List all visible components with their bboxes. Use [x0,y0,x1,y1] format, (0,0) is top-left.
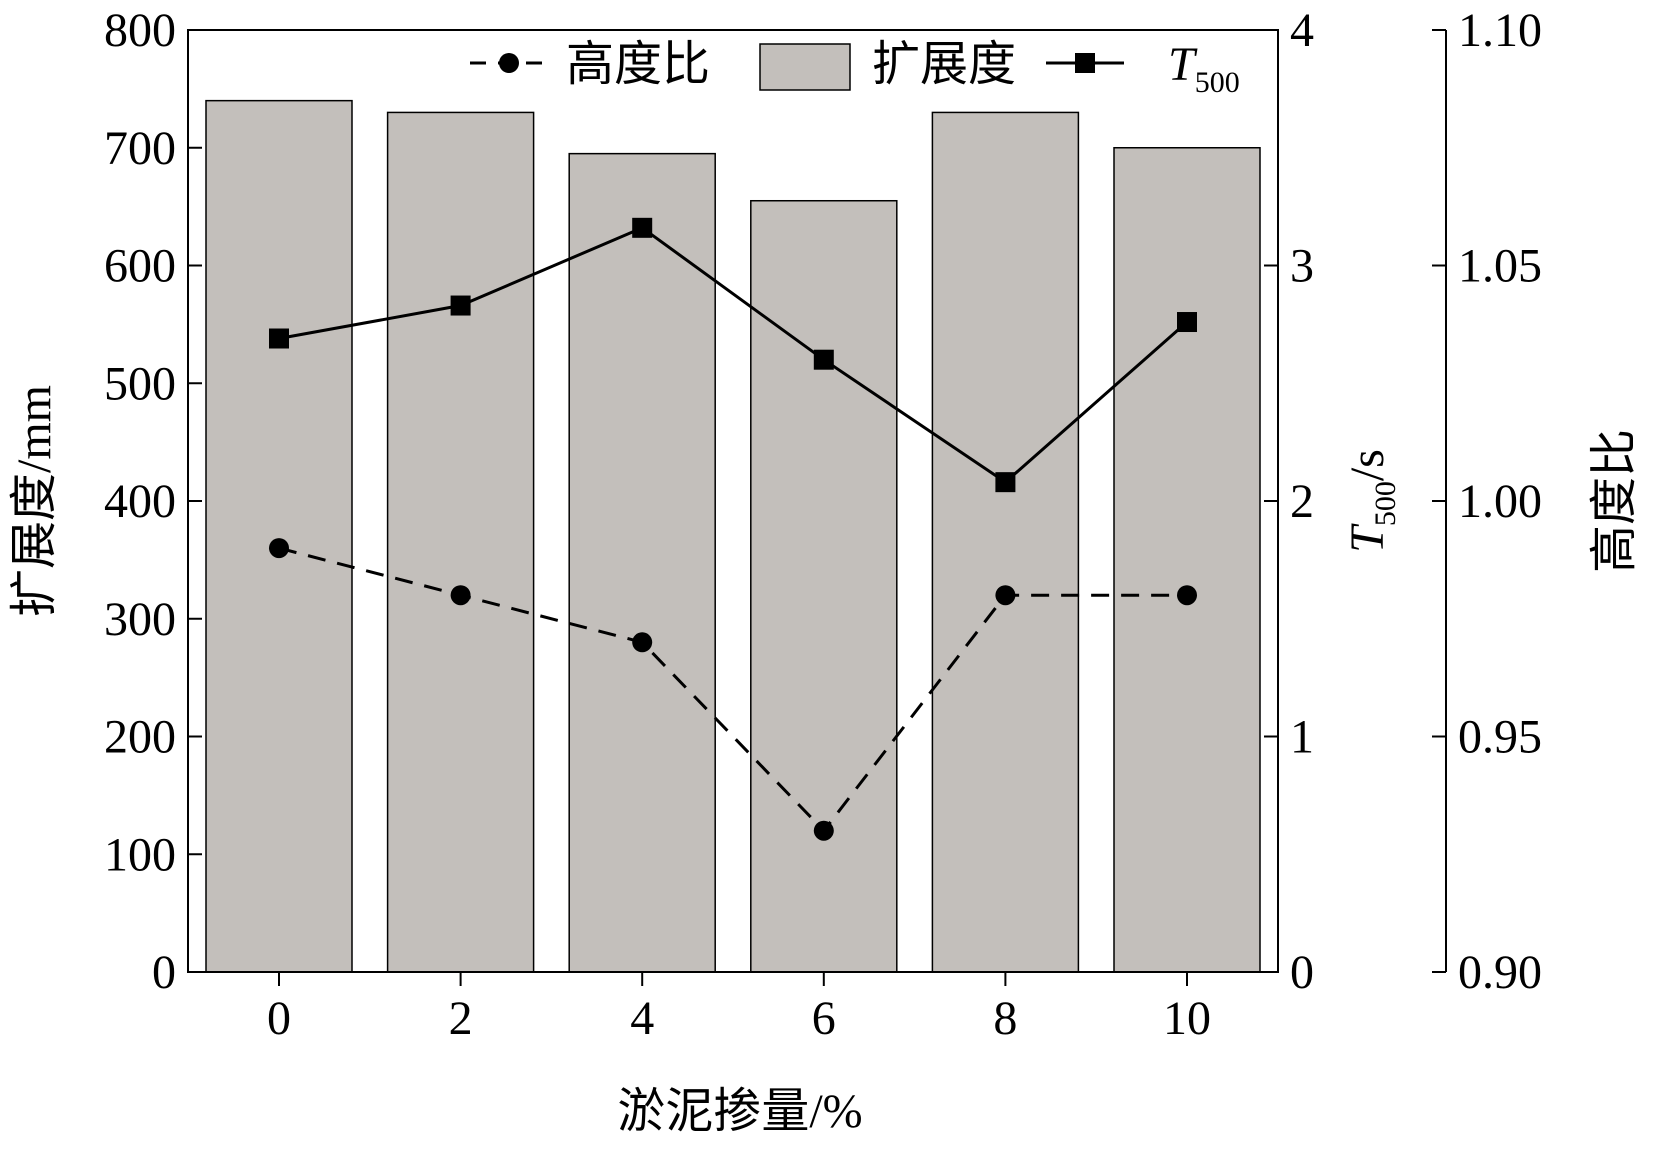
legend: 高度比 扩展度 T500 [470,38,1240,99]
bar-spread-4 [568,152,716,973]
right-axis-2-label: 高度比 [1588,429,1641,573]
right-axis-1-label-sub: 500 [1369,481,1402,526]
t500-point-2 [450,295,471,316]
x-axis-label: 淤泥掺量/% [617,1085,862,1138]
bar-spread-6 [750,199,898,973]
x-tick-label-4: 4 [630,992,654,1045]
left-axis-label: 扩展度/mm [8,385,61,617]
right-axis-1-label-unit: /s [1341,449,1394,481]
right2-tick-label-0.95: 0.95 [1458,711,1542,764]
legend-t500-label: T500 [1168,38,1240,99]
right2-tick-label-1.00: 1.00 [1458,475,1542,528]
x-tick-label-6: 6 [812,992,836,1045]
left-tick-label-0: 0 [152,946,176,999]
legend-t500-label-main: T [1168,38,1198,91]
right1-tick-label-4: 4 [1290,4,1314,57]
left-tick-label-800: 800 [104,4,176,57]
right2-tick-label-0.90: 0.90 [1458,946,1542,999]
height-ratio-point-0 [269,538,289,559]
bar-spread-8 [931,111,1080,973]
t500-point-8 [995,472,1016,493]
lines-layer [269,217,1197,841]
ticks-layer: 0100200300400500600700800012340.900.951.… [104,4,1542,1045]
left-tick-label-300: 300 [104,593,176,646]
left-tick-label-700: 700 [104,122,176,175]
t500-point-10 [1177,312,1197,333]
height-ratio-point-4 [632,632,653,653]
x-tick-label-8: 8 [993,992,1017,1045]
right1-tick-label-0: 0 [1290,946,1314,999]
legend-t500-marker [1075,53,1095,73]
legend-t500-label-sub: 500 [1195,66,1240,99]
height-ratio-point-10 [1177,585,1197,606]
height-ratio-point-6 [813,820,834,841]
right-axis-1-label-main: T [1341,523,1394,553]
right1-tick-label-2: 2 [1290,475,1314,528]
t500-point-6 [813,349,834,370]
right-axis-1-label: T500/s [1341,449,1402,553]
bars-layer [205,99,1261,973]
left-tick-label-400: 400 [104,475,176,528]
height-ratio-line [278,546,1187,833]
x-tick-label-10: 10 [1163,992,1211,1045]
bar-spread-2 [386,111,535,973]
x-tick-label-0: 0 [267,992,291,1045]
right1-tick-label-1: 1 [1290,711,1314,764]
left-tick-label-200: 200 [104,711,176,764]
left-tick-label-500: 500 [104,357,176,410]
height-ratio-point-8 [995,585,1016,606]
legend-spread-swatch [759,43,851,91]
legend-spread-label: 扩展度 [872,38,1016,91]
right2-tick-label-1.10: 1.10 [1458,4,1542,57]
left-tick-label-100: 100 [104,828,176,881]
bar-spread-0 [205,99,353,973]
height-ratio-point-2 [450,585,471,606]
right1-tick-label-3: 3 [1290,240,1314,293]
t500-line [278,226,1188,485]
t500-point-0 [269,328,289,349]
bar-spread-10 [1113,147,1261,973]
right2-tick-label-1.05: 1.05 [1458,240,1542,293]
t500-point-4 [632,217,653,238]
legend-height-ratio-label: 高度比 [566,38,710,91]
x-tick-label-2: 2 [449,992,473,1045]
left-tick-label-600: 600 [104,240,176,293]
legend-height-ratio-marker [499,53,519,73]
